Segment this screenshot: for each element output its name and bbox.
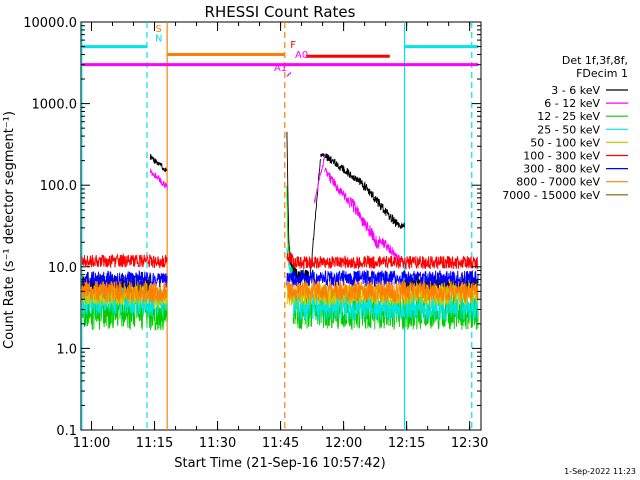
series-trace-0-7 <box>359 178 399 227</box>
series-trace-1-5 <box>378 236 395 256</box>
series-trace-1-2 <box>313 154 326 204</box>
y-axis-label: Count Rate (s⁻¹ detector segment⁻¹) <box>2 111 17 349</box>
series-trace-6-2 <box>286 269 479 288</box>
legend-label: 100 - 300 keV <box>523 150 600 163</box>
legend-header-line-2: FDecim 1 <box>576 67 628 80</box>
x-axis-label: Start Time (21-Sep-16 10:57:42) <box>174 456 385 471</box>
chart-title: RHESSI Count Rates <box>205 3 356 21</box>
y-tick-label: 10.0 <box>48 261 77 276</box>
series-trace-1-3 <box>324 167 351 208</box>
annotation-s: S <box>156 24 162 35</box>
legend-label: 800 - 7000 keV <box>516 176 600 189</box>
series-trace-0-8 <box>397 222 405 230</box>
y-tick-label: 10000.0 <box>23 16 77 31</box>
series-trace-3-3 <box>292 291 479 322</box>
series-trace-7-0 <box>81 280 151 303</box>
legend-label: 6 - 12 keV <box>544 97 600 110</box>
x-tick-label: 11:00 <box>73 436 110 451</box>
series-trace-5-0 <box>81 252 151 269</box>
annotation-f: F <box>290 40 296 51</box>
series-trace-1-1 <box>286 72 292 77</box>
series-trace-6-1 <box>149 272 168 288</box>
x-tick-label: 12:15 <box>388 436 425 451</box>
series-trace-0-5 <box>320 153 328 159</box>
series-trace-1-4 <box>349 196 380 249</box>
y-tick-label: 100.0 <box>40 179 77 194</box>
annotation-n: N <box>155 33 162 44</box>
annotation-a1: A1 <box>274 63 287 74</box>
legend-label: 12 - 25 keV <box>537 110 600 123</box>
series-trace-0-1 <box>149 153 168 173</box>
x-tick-label: 11:15 <box>136 436 173 451</box>
series-trace-1-0 <box>149 168 168 190</box>
y-tick-label: 1.0 <box>56 342 77 357</box>
series-trace-7-2 <box>286 280 479 303</box>
annotation-a0: A0 <box>295 50 308 61</box>
legend-header-line-1: Det 1f,3f,8f, <box>562 54 628 67</box>
y-tick-label: 1000.0 <box>32 98 78 113</box>
x-tick-label: 11:45 <box>262 436 299 451</box>
legend-label: 25 - 50 keV <box>537 123 600 136</box>
series-trace-5-1 <box>149 254 168 269</box>
series-trace-0-6 <box>326 153 361 186</box>
plot-area: SN FA0 A1 0.1 1.0 10.0 100.0 1000.0 10000.0 11:00… <box>23 16 488 451</box>
series-trace-5-3 <box>292 255 479 270</box>
series-trace-6-0 <box>81 269 151 289</box>
x-tick-label: 11:30 <box>199 436 236 451</box>
x-tick-label: 12:00 <box>325 436 362 451</box>
footer-timestamp: 1-Sep-2022 11:23 <box>564 467 636 476</box>
series-trace-7-1 <box>149 282 168 303</box>
y-tick-label: 0.1 <box>56 424 77 439</box>
series-trace-5-2 <box>286 251 294 265</box>
x-tick-label: 12:30 <box>451 436 488 451</box>
legend-label: 7000 - 15000 keV <box>502 189 600 202</box>
legend-label: 50 - 100 keV <box>530 136 600 149</box>
legend-label: 3 - 6 keV <box>551 84 600 97</box>
legend-label: 300 - 800 keV <box>523 163 600 176</box>
